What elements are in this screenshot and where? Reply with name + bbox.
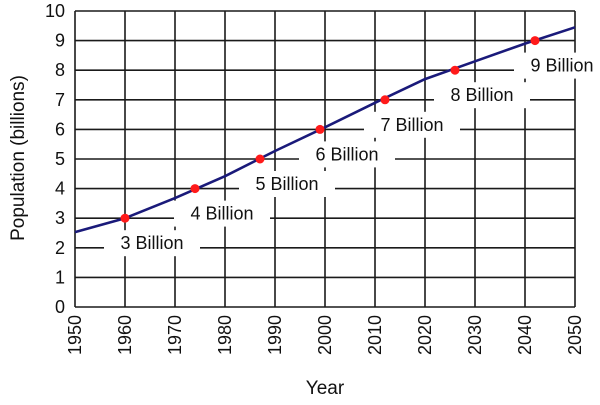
milestone-marker: [315, 124, 325, 134]
population-line: [74, 26, 576, 234]
y-tick-label: 8: [55, 60, 65, 80]
milestone-label: 9 Billion: [530, 56, 593, 76]
y-tick-label: 4: [55, 179, 65, 199]
milestone-markers: [120, 36, 540, 223]
milestone-label-bg: [434, 82, 530, 109]
x-tick-label: 2040: [515, 315, 535, 355]
population-series-line: [74, 26, 576, 234]
x-tick-label: 1980: [215, 315, 235, 355]
milestone-label: 6 Billion: [315, 144, 378, 164]
milestone-marker: [530, 36, 540, 46]
x-tick-label: 1990: [265, 315, 285, 355]
y-tick-label: 9: [55, 31, 65, 51]
x-tick-label: 2020: [415, 315, 435, 355]
x-tick-label: 2030: [465, 315, 485, 355]
milestone-label: 3 Billion: [120, 233, 183, 253]
tick-labels: 0 1 2 3 4 5 6 7 8 9 10 1950 1960 1970 1980 1990 2000 2010…: [45, 1, 585, 355]
y-tick-label: 1: [55, 267, 65, 287]
x-tick-label: 2010: [365, 315, 385, 355]
x-tick-label: 2050: [565, 315, 585, 355]
y-tick-label: 0: [55, 297, 65, 317]
milestone-marker: [120, 213, 130, 223]
y-tick-label: 3: [55, 208, 65, 228]
milestone-marker: [450, 65, 460, 75]
milestone-label-bg: [299, 141, 395, 168]
milestone-marker: [380, 95, 390, 105]
milestone-label: 8 Billion: [450, 85, 513, 105]
milestone-label-bg: [239, 171, 335, 197]
y-tick-label: 7: [55, 90, 65, 110]
y-tick-label: 6: [55, 119, 65, 139]
x-tick-label: 2000: [315, 315, 335, 355]
milestone-label: 7 Billion: [380, 115, 443, 135]
x-tick-label: 1950: [65, 315, 85, 355]
milestone-label-bg: [104, 230, 200, 257]
y-axis-title: Population (billions): [8, 75, 29, 241]
milestone-label: 5 Billion: [255, 174, 318, 194]
x-tick-label: 1960: [115, 315, 135, 355]
milestone-marker: [190, 184, 200, 194]
y-tick-label: 10: [45, 1, 65, 21]
x-tick-label: 1970: [165, 315, 185, 355]
x-axis-title: Year: [306, 378, 345, 399]
milestone-label-bg: [174, 200, 270, 227]
y-tick-label: 5: [55, 149, 65, 169]
y-tick-label: 2: [55, 238, 65, 258]
milestone-marker: [255, 154, 265, 164]
milestone-label: 4 Billion: [190, 204, 253, 224]
milestone-label-bg: [364, 111, 460, 138]
milestone-label-bg: [514, 52, 600, 79]
